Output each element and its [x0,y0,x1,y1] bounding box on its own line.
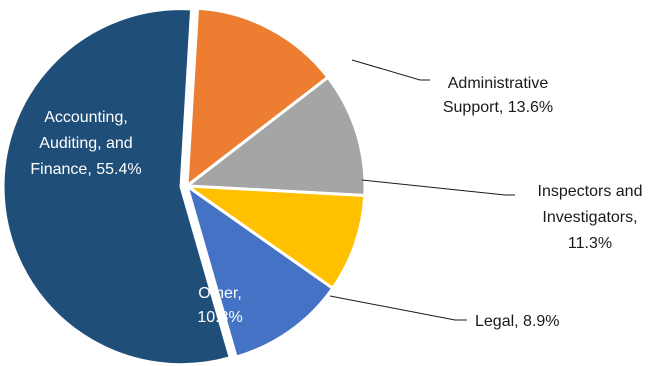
slice-label-administrative: Administrative Support, 13.6% [443,75,553,116]
pie-slices [1,6,367,366]
slice-label-line: Inspectors and [538,183,643,200]
leader-line-inspectors [361,179,515,196]
pie-slice-legal [185,184,367,290]
slice-label-line: Administrative [448,75,549,92]
slice-labels: Accounting, Auditing, and Finance, 55.4% Ad… [30,75,642,330]
slice-label-legal: Legal, 8.9% [475,313,560,330]
slice-label-other: Other, 10.8% [197,285,242,326]
leader-lines [329,59,515,321]
slice-label-line: Support, 13.6% [443,99,553,116]
slice-label-line: Other, [198,285,242,302]
slice-label-line: Legal, 8.9% [475,313,560,330]
pie-slice-inspectors [185,75,367,197]
slice-label-line: Investigators, [542,209,637,226]
slice-label-line: 11.3% [568,235,612,252]
slice-label-line: Auditing, and [39,135,132,152]
slice-label-inspectors: Inspectors and Investigators, 11.3% [538,183,643,252]
slice-label-line: Finance, 55.4% [30,161,141,178]
leader-line-administrative [351,59,430,81]
pie-slice-administrative [185,6,330,188]
slice-label-line: Accounting, [44,109,128,126]
slice-label-accounting: Accounting, Auditing, and Finance, 55.4% [30,109,141,178]
leader-line-legal [329,295,467,321]
pie-slice-other [185,184,335,359]
slice-label-line: 10.8% [197,309,242,326]
pie-slice-accounting [1,7,232,366]
